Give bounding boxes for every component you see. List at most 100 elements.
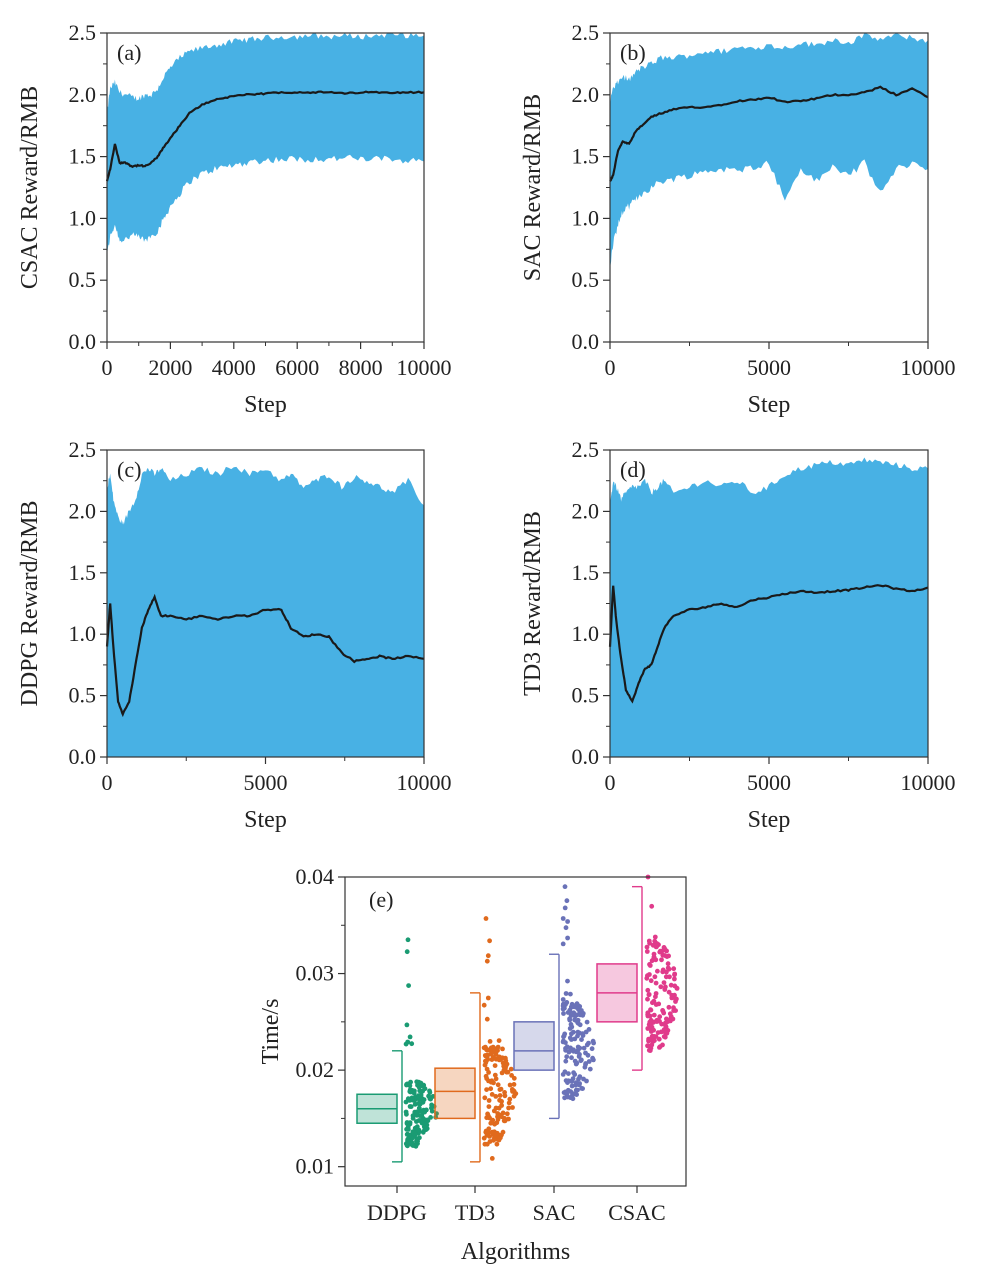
data-point: [563, 1046, 568, 1051]
y-tick-label: 0.0: [572, 329, 600, 354]
data-point: [482, 1062, 488, 1068]
data-point: [568, 1013, 574, 1018]
data-point: [580, 1033, 586, 1038]
data-point: [573, 1087, 579, 1093]
confidence-band: [107, 33, 424, 257]
data-point: [648, 1022, 654, 1028]
y-axis-title: Time/s: [258, 999, 284, 1065]
y-axis-title: DDPG Reward/RMB: [17, 500, 43, 706]
x-tick-label: 4000: [212, 355, 256, 380]
x-tick-label: DDPG: [367, 1200, 427, 1225]
data-point: [672, 976, 677, 982]
data-point: [563, 1058, 569, 1064]
data-point: [414, 1079, 420, 1085]
data-point: [495, 1117, 501, 1122]
data-point: [671, 966, 677, 972]
data-point: [563, 925, 569, 931]
data-point: [499, 1099, 504, 1104]
data-point: [484, 1076, 490, 1081]
data-point: [672, 971, 678, 977]
data-point: [565, 978, 570, 984]
data-point: [577, 1052, 582, 1057]
data-point: [567, 1017, 573, 1023]
data-point: [569, 1024, 575, 1030]
panel-label: (c): [117, 457, 141, 482]
panel-b: 0.0 0.5 1.0 1.5 2.0 2.5 0 5000 10000 (b) Step SAC R…: [520, 20, 956, 418]
data-point: [564, 1054, 570, 1060]
data-point: [410, 1097, 415, 1103]
y-tick-label: 0.5: [69, 267, 97, 292]
data-point: [576, 1076, 581, 1082]
data-point: [574, 1092, 579, 1097]
y-axis-title: TD3 Reward/RMB: [520, 511, 546, 696]
data-point: [491, 1108, 497, 1114]
data-point: [654, 1018, 660, 1024]
data-point: [560, 916, 566, 921]
confidence-band: [107, 466, 424, 757]
box-ddpg: [356, 937, 439, 1163]
data-point: [661, 1027, 667, 1032]
data-point: [484, 1087, 489, 1092]
data-point: [483, 1058, 488, 1064]
data-point: [578, 1058, 584, 1064]
data-point: [664, 1030, 670, 1036]
data-point: [423, 1127, 429, 1132]
data-point: [648, 1045, 654, 1051]
data-point: [569, 1037, 574, 1042]
data-point: [490, 1055, 496, 1060]
data-point: [506, 1100, 512, 1106]
x-tick-label: 2000: [148, 355, 192, 380]
data-point: [661, 1010, 667, 1016]
data-point: [505, 1069, 511, 1075]
data-point: [404, 949, 410, 955]
y-tick-label: 1.0: [572, 205, 600, 230]
data-point: [500, 1129, 506, 1135]
data-point: [484, 1066, 490, 1072]
data-point: [508, 1066, 514, 1072]
x-tick-label: TD3: [455, 1200, 495, 1225]
data-point: [573, 1049, 579, 1055]
data-point: [583, 1050, 588, 1056]
data-point: [489, 1092, 495, 1097]
data-point: [652, 1038, 657, 1043]
data-point: [420, 1088, 425, 1094]
panel-label: (b): [620, 40, 646, 65]
data-point: [567, 1048, 572, 1054]
data-point: [651, 1012, 657, 1018]
data-point: [493, 1133, 499, 1138]
data-point: [651, 1027, 656, 1033]
data-point: [507, 1096, 513, 1102]
panel-e: 0.01 0.02 0.03 0.04 DDPG TD3 SAC CSAC (e) Algorit…: [258, 864, 687, 1265]
box-iqr: [434, 1067, 476, 1120]
data-point: [493, 1094, 499, 1099]
data-point: [662, 953, 668, 958]
data-point: [656, 1036, 662, 1042]
scatter-sac: [560, 884, 596, 1102]
data-point: [491, 1046, 497, 1051]
data-point: [562, 1095, 567, 1101]
data-point: [419, 1120, 425, 1126]
data-point: [662, 987, 668, 992]
data-point: [562, 905, 568, 911]
y-tick-label: 1.5: [572, 144, 600, 169]
data-point: [646, 1036, 651, 1042]
data-point: [666, 1004, 672, 1010]
x-tick-label: 10000: [901, 355, 956, 380]
data-point: [665, 965, 671, 971]
data-point: [502, 1115, 507, 1121]
data-point: [481, 1002, 487, 1008]
data-point: [424, 1107, 429, 1113]
data-point: [561, 1038, 566, 1044]
data-point: [645, 1043, 650, 1049]
data-point: [659, 1021, 665, 1027]
data-point: [650, 1000, 655, 1006]
data-point: [562, 884, 568, 890]
data-point: [403, 1099, 409, 1105]
panel-d: 0.0 0.5 1.0 1.5 2.0 2.5 0 5000 10000 (d) Step TD3 R…: [520, 437, 956, 833]
y-tick-label: 2.0: [572, 82, 600, 107]
data-point: [425, 1118, 431, 1124]
data-point: [406, 1127, 411, 1132]
x-tick-label: 0: [605, 770, 616, 795]
data-point: [482, 1095, 488, 1101]
data-point: [652, 934, 658, 940]
